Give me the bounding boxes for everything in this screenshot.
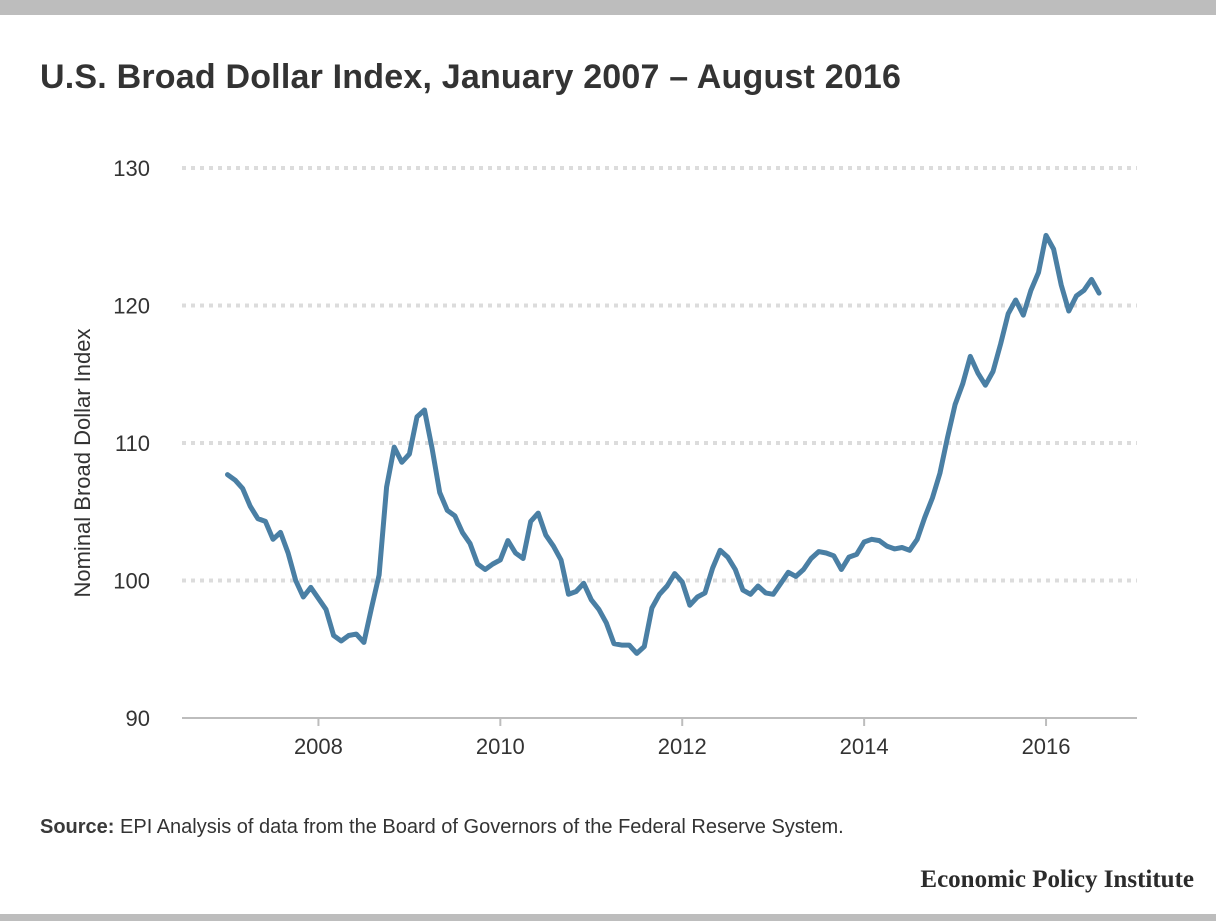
- gridlines: [182, 166, 1137, 719]
- y-axis-tick-labels: 90 100 110 120 130: [113, 156, 150, 731]
- x-tick-label-2012: 2012: [658, 734, 707, 759]
- series-line-0: [225, 232, 1102, 656]
- chart-title: U.S. Broad Dollar Index, January 2007 – …: [40, 58, 902, 96]
- source-text: EPI Analysis of data from the Board of G…: [114, 816, 844, 838]
- top-border-bar: [0, 0, 1216, 15]
- x-axis-tick-labels: 2008 2010 2012 2014 2016: [294, 718, 1071, 759]
- line-chart: 90 100 110 120 130 2008 2010 2012 2014 2016 Nomi…: [70, 156, 1137, 759]
- series-layer: [225, 232, 1102, 656]
- y-tick-label-100: 100: [113, 569, 150, 594]
- y-axis-label: Nominal Broad Dollar Index: [70, 328, 95, 597]
- source-note: Source: EPI Analysis of data from the Bo…: [40, 816, 844, 839]
- bottom-border-bar: [0, 914, 1216, 921]
- y-tick-label-120: 120: [113, 294, 150, 319]
- y-tick-label-110: 110: [115, 431, 150, 456]
- x-tick-label-2016: 2016: [1022, 734, 1071, 759]
- y-tick-label-130: 130: [113, 156, 150, 181]
- x-tick-label-2010: 2010: [476, 734, 525, 759]
- x-tick-label-2014: 2014: [840, 734, 889, 759]
- source-label: Source:: [40, 816, 115, 838]
- y-tick-label-90: 90: [126, 706, 150, 731]
- x-tick-label-2008: 2008: [294, 734, 343, 759]
- brand-logo-text: Economic Policy Institute: [920, 866, 1194, 893]
